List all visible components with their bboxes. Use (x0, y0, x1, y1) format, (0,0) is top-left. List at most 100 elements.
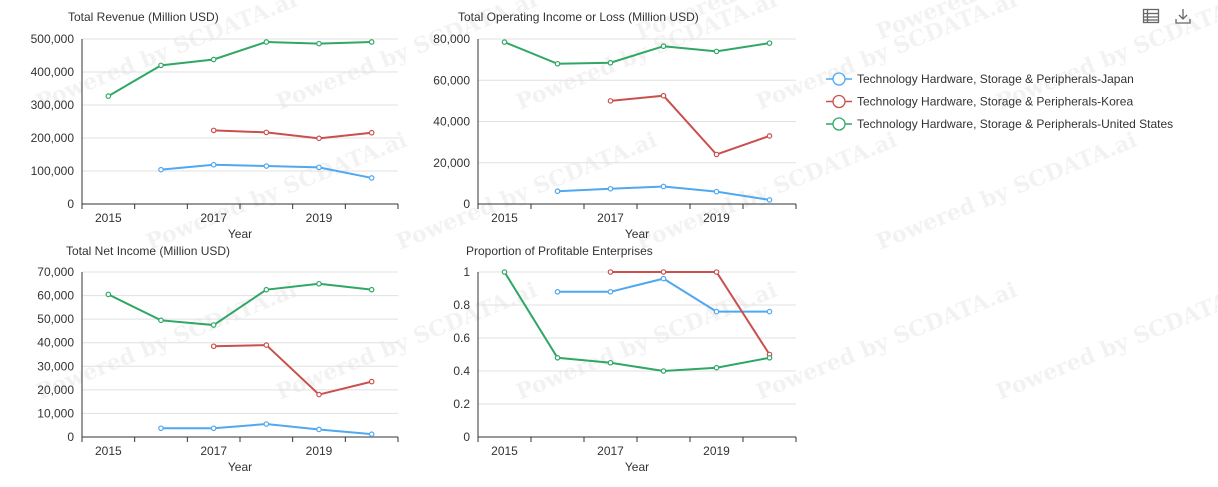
data-point[interactable] (766, 197, 773, 203)
watermark-text: Powered by SCDATA.ai (993, 277, 1218, 406)
data-point[interactable] (263, 421, 270, 427)
y-tick-label: 20,000 (37, 383, 74, 397)
data-point[interactable] (660, 275, 667, 282)
data-point[interactable] (713, 151, 720, 158)
data-point[interactable] (263, 129, 270, 136)
download-icon[interactable] (1174, 7, 1192, 25)
data-point[interactable] (368, 129, 375, 136)
data-point[interactable] (263, 163, 270, 169)
chart-panel-4: Proportion of Profitable Enterprises 0 0.2… (453, 244, 797, 474)
data-point[interactable] (368, 175, 375, 181)
data-point[interactable] (316, 135, 322, 142)
series-1 (554, 275, 773, 315)
y-tick-label: 0 (463, 430, 470, 444)
data-point[interactable] (501, 39, 508, 45)
data-point[interactable] (368, 39, 375, 45)
data-point[interactable] (368, 286, 375, 293)
data-point[interactable] (554, 188, 561, 195)
data-point[interactable] (554, 288, 561, 295)
y-tick-label: 100,000 (31, 164, 75, 178)
data-point[interactable] (713, 48, 720, 55)
x-tick-label: 2017 (200, 444, 227, 458)
data-point[interactable] (105, 291, 112, 298)
y-tick-label: 60,000 (433, 73, 470, 87)
data-point[interactable] (660, 43, 667, 50)
data-point[interactable] (210, 161, 217, 168)
data-point[interactable] (713, 364, 720, 371)
data-point[interactable] (368, 431, 375, 437)
data-point[interactable] (316, 40, 322, 47)
series-line (213, 129, 372, 140)
data-point[interactable] (263, 39, 270, 45)
series-3 (501, 39, 773, 67)
data-point[interactable] (554, 354, 561, 361)
data-point[interactable] (158, 166, 164, 173)
watermark-text: Powered by SCDATA.ai (873, 127, 1141, 256)
chart-title: Total Revenue (Million USD) (68, 10, 219, 24)
legend-marker-icon (832, 117, 846, 131)
data-point[interactable] (607, 288, 614, 295)
data-point[interactable] (316, 426, 322, 433)
data-point[interactable] (158, 62, 164, 69)
data-point[interactable] (607, 59, 614, 66)
data-point[interactable] (316, 164, 322, 171)
data-point[interactable] (368, 378, 375, 385)
series-line (610, 271, 771, 356)
data-point[interactable] (766, 308, 773, 315)
watermark-text: Powered by SCDATA.ai (393, 127, 661, 256)
chart-title: Proportion of Profitable Enterprises (466, 244, 653, 258)
y-tick-label: 500,000 (31, 32, 75, 46)
data-point[interactable] (158, 317, 164, 324)
series-1 (158, 421, 375, 437)
data-point[interactable] (210, 127, 217, 134)
y-tick-label: 400,000 (31, 65, 75, 79)
data-point[interactable] (210, 425, 217, 432)
data-view-icon[interactable] (1142, 7, 1160, 25)
x-tick-label: 2015 (95, 211, 122, 225)
y-tick-label: 0 (67, 430, 74, 444)
legend-item[interactable]: Technology Hardware, Storage & Periphera… (826, 117, 1173, 131)
legend-marker-icon (832, 94, 846, 109)
y-tick-label: 20,000 (433, 156, 470, 170)
legend-item[interactable]: Technology Hardware, Storage & Periphera… (826, 72, 1134, 86)
data-point[interactable] (316, 280, 322, 287)
data-point[interactable] (210, 343, 217, 350)
data-point[interactable] (158, 425, 164, 432)
data-point[interactable] (660, 368, 667, 374)
data-point[interactable] (316, 391, 322, 398)
y-tick-label: 0 (67, 197, 74, 211)
data-point[interactable] (501, 269, 508, 275)
series-1 (554, 183, 773, 203)
series-3 (105, 280, 375, 328)
legend-item[interactable]: Technology Hardware, Storage & Periphera… (826, 95, 1133, 109)
y-tick-label: 1 (463, 265, 470, 279)
data-point[interactable] (263, 286, 270, 293)
data-point[interactable] (660, 92, 667, 99)
data-point[interactable] (210, 56, 217, 63)
data-point[interactable] (607, 98, 614, 104)
data-point[interactable] (766, 133, 773, 139)
data-point[interactable] (660, 183, 667, 190)
data-point[interactable] (713, 308, 720, 315)
data-point[interactable] (607, 269, 614, 275)
data-point[interactable] (713, 269, 720, 275)
data-point[interactable] (105, 93, 112, 99)
data-point[interactable] (766, 354, 773, 361)
y-tick-label: 40,000 (37, 336, 74, 350)
series-line (107, 282, 372, 327)
y-tick-label: 30,000 (37, 359, 74, 373)
series-line (213, 344, 372, 396)
y-tick-label: 10,000 (37, 406, 74, 420)
data-point[interactable] (713, 188, 720, 195)
series-2 (607, 92, 773, 158)
data-point[interactable] (766, 40, 773, 46)
data-point[interactable] (607, 359, 614, 366)
x-axis-title: Year (625, 227, 649, 241)
x-axis-title: Year (228, 460, 252, 474)
data-point[interactable] (554, 60, 561, 67)
data-point[interactable] (607, 185, 614, 192)
data-point[interactable] (210, 322, 217, 328)
series-line (610, 94, 770, 156)
data-point[interactable] (263, 342, 270, 348)
data-point[interactable] (660, 269, 667, 275)
